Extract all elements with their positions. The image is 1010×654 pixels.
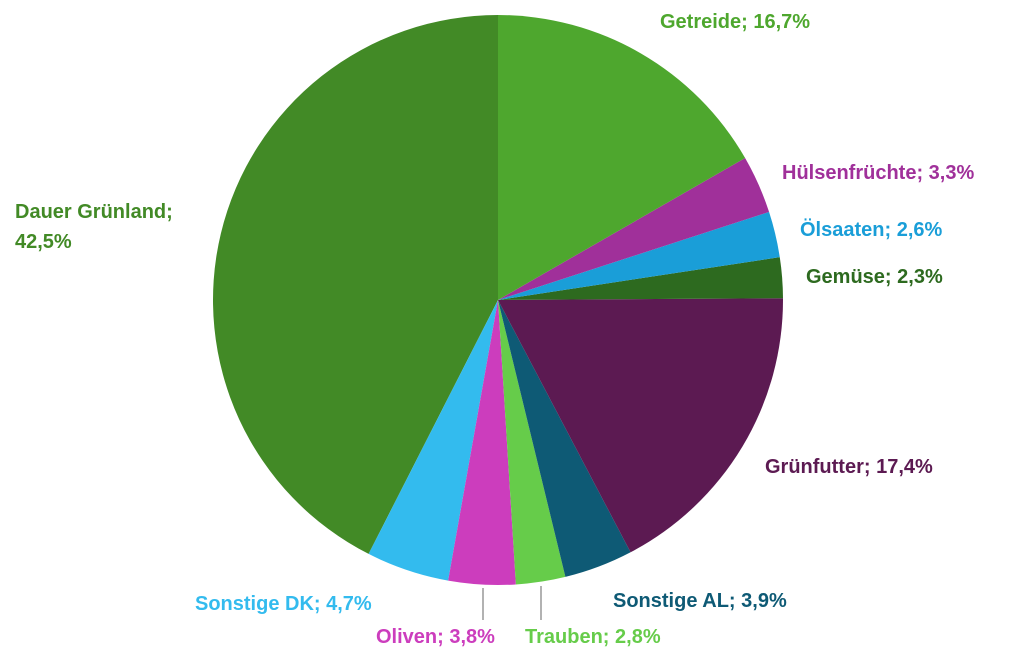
pie-slice	[368, 300, 498, 581]
data-label: Oliven; 3,8%	[376, 626, 495, 648]
data-label: Hülsenfrüchte; 3,3%	[782, 162, 975, 184]
data-label: Grünfutter; 17,4%	[765, 456, 933, 478]
pie-slice	[448, 300, 516, 586]
data-label: Dauer Grünland; 42,5%	[15, 201, 173, 253]
pie-slice	[212, 15, 498, 554]
pie-slice	[498, 298, 783, 553]
pie-slice	[498, 257, 783, 300]
pie-slice	[498, 15, 746, 300]
data-label: Sonstige DK; 4,7%	[195, 593, 372, 615]
pie-slice	[498, 211, 780, 300]
data-label: Trauben; 2,8%	[525, 626, 661, 648]
data-label: Ölsaaten; 2,6%	[800, 219, 943, 241]
data-label: Gemüse; 2,3%	[806, 266, 943, 288]
pie-slice	[498, 300, 566, 585]
pie-slice	[498, 158, 770, 300]
pie-slice	[498, 300, 631, 577]
data-label: Getreide; 16,7%	[660, 11, 811, 33]
data-label: Sonstige AL; 3,9%	[613, 590, 787, 612]
